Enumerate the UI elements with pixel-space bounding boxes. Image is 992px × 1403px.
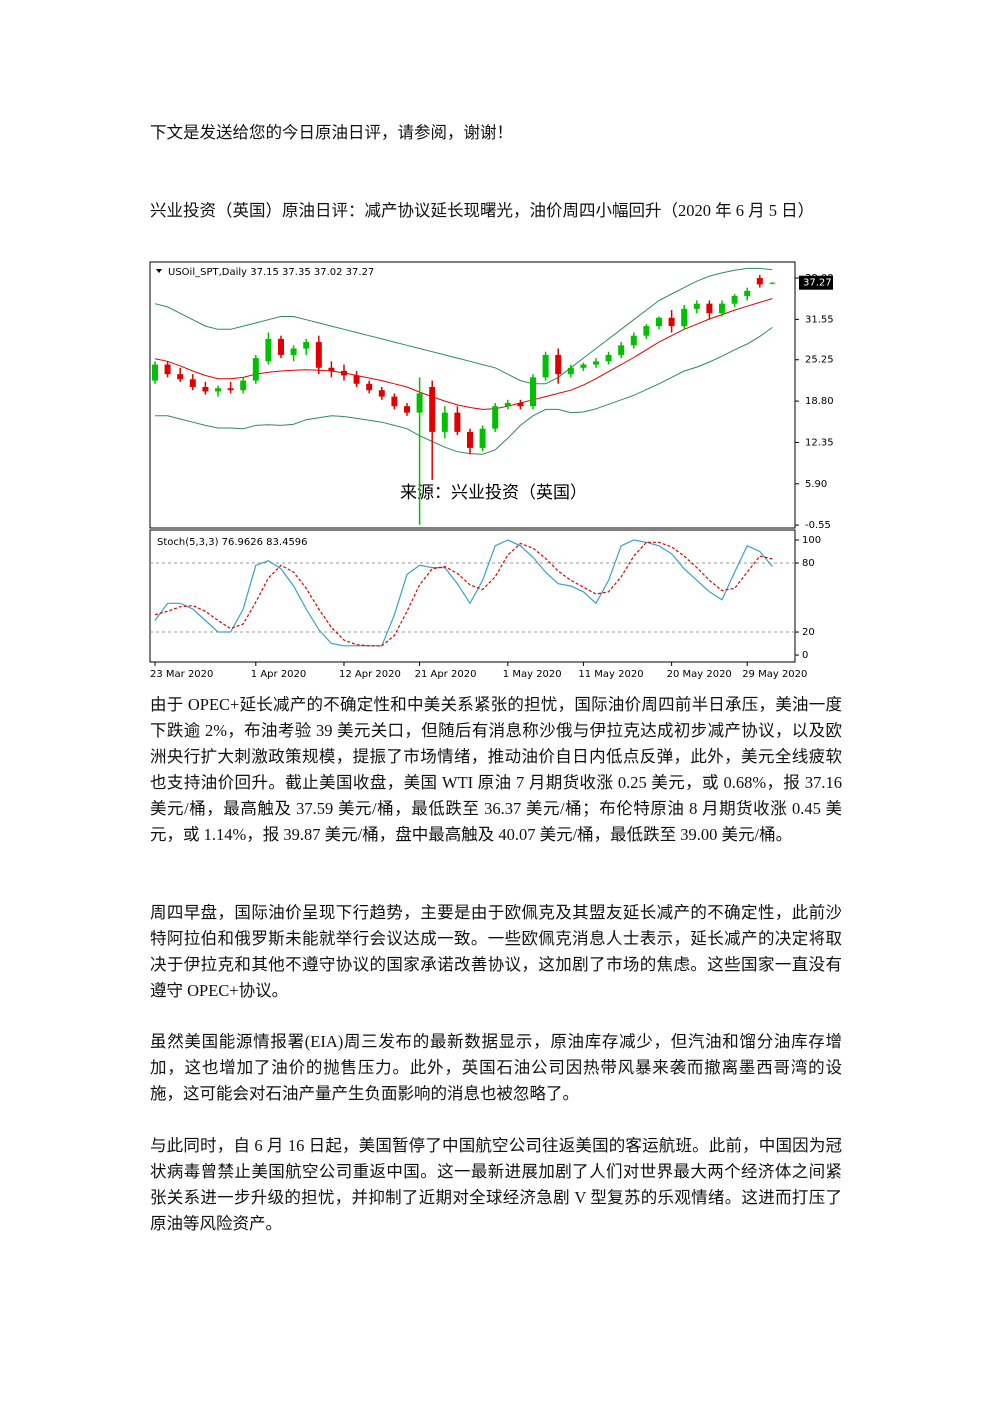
paragraph: 由于 OPEC+延长减产的不确定性和中美关系紧张的担忧，国际油价周四前半日承压，… [150, 695, 842, 844]
candle-body [303, 342, 310, 349]
candle-body [719, 303, 725, 314]
y-tick-label: 0 [802, 650, 808, 661]
x-tick-label: 20 May 2020 [667, 669, 732, 680]
y-tick-label: 100 [802, 535, 821, 546]
candle-body [656, 317, 662, 327]
candle-body [290, 348, 297, 355]
candle-body [567, 367, 574, 375]
price-box [799, 275, 833, 290]
candle-body [441, 412, 448, 432]
candle-body [479, 428, 486, 448]
candle-body [630, 335, 637, 346]
y-tick-label: 20 [802, 627, 815, 638]
chart-header: USOil_SPT,Daily 37.15 37.35 37.02 37.27 [168, 267, 374, 278]
y-tick-label: 80 [802, 558, 815, 569]
candle-body [177, 374, 184, 380]
chart: USOil_SPT,Daily 37.15 37.35 37.02 37.27 … [149, 261, 834, 680]
candle-body [492, 406, 499, 429]
candle-body [315, 342, 322, 368]
candle-body [756, 278, 763, 285]
watermark: 来源：兴业投资（英国） [400, 483, 587, 503]
x-tick-label: 29 May 2020 [742, 669, 807, 680]
stoch-frame [149, 529, 796, 663]
candle-body [378, 390, 385, 397]
candle-body [189, 379, 196, 387]
candle-body [618, 345, 625, 355]
main-frame [149, 261, 796, 529]
candle-body [404, 406, 410, 413]
candle-body [341, 370, 347, 376]
candle-body [467, 431, 473, 448]
candle-body [429, 386, 436, 432]
y-tick-label: -0.55 [805, 520, 831, 531]
paragraph: 与此同时，自 6 月 16 日起，美国暂停了中国航空公司往返美国的客运航班。此前… [150, 1136, 842, 1233]
candle-body [353, 375, 360, 384]
candle-body [731, 295, 738, 304]
y-tick-label: 5.90 [805, 479, 827, 490]
candle-body [530, 377, 536, 407]
candle-body [593, 361, 599, 365]
candle-body [542, 354, 549, 378]
stoch-title: Stoch(5,3,3) 76.9626 83.4596 [157, 537, 308, 548]
candle-body [265, 338, 272, 362]
intro: 下文是发送给您的今日原油日评，请参阅，谢谢！ [150, 123, 513, 142]
candle-body [580, 364, 587, 368]
x-tick-label: 23 Mar 2020 [150, 669, 213, 680]
price-label: 37.27 [803, 278, 832, 289]
x-tick-label: 21 Apr 2020 [415, 669, 477, 680]
candle-body [706, 303, 713, 314]
candle-body [744, 290, 751, 296]
candle-body [555, 354, 562, 375]
y-tick-label: 12.35 [805, 437, 834, 448]
candle-body [278, 338, 284, 355]
paragraph: 虽然美国能源情报署(EIA)周三发布的最新数据显示，原油库存减少，但汽油和馏分油… [150, 1032, 842, 1103]
candle-body [215, 388, 221, 392]
candle-body [693, 303, 700, 309]
band-line [155, 326, 773, 455]
candle-body [605, 354, 612, 362]
candle-body [517, 403, 524, 407]
heading: 兴业投资（英国）原油日评：减产协议延长现曙光，油价周四小幅回升（2020 年 6… [150, 201, 815, 220]
band-line [154, 267, 773, 385]
candle-body [643, 326, 650, 336]
x-tick-label: 11 May 2020 [578, 669, 643, 680]
stoch-line [154, 541, 773, 647]
candle-body [504, 403, 511, 407]
candle-body [328, 367, 335, 371]
candle-body [416, 393, 423, 413]
candle-body [454, 412, 461, 432]
y-tick-label: 25.25 [805, 355, 834, 366]
stoch-line [154, 539, 773, 647]
candle-body [681, 308, 688, 327]
x-tick-label: 12 Apr 2020 [339, 669, 401, 680]
candle-body [769, 282, 776, 284]
candle-body [152, 364, 158, 381]
candle-body [391, 396, 398, 407]
paragraph: 周四早盘，国际油价呈现下行趋势，主要是由于欧佩克及其盟友延长减产的不确定性，此前… [150, 903, 842, 1000]
x-tick-label: 1 May 2020 [503, 669, 562, 680]
y-tick-label: 31.55 [805, 314, 834, 325]
candle-body [202, 386, 209, 392]
candle-body [164, 364, 171, 375]
candle-body [668, 317, 675, 327]
y-tick-label: 18.80 [805, 396, 834, 407]
header-icon [156, 269, 162, 273]
candle-body [227, 388, 234, 391]
candle-body [252, 358, 259, 381]
candle-body [240, 380, 247, 391]
candle-body [366, 383, 373, 391]
x-tick-label: 1 Apr 2020 [251, 669, 306, 680]
